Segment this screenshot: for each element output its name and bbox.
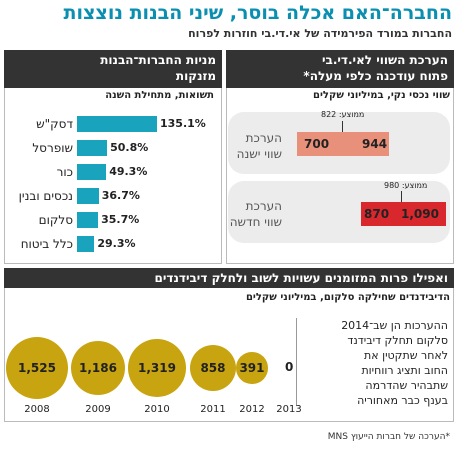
valuation-panel-header: הערכת השווי לאי.די.בי פתוח עודכנה כלפי מ… bbox=[226, 50, 454, 88]
dividends-panel bbox=[4, 268, 454, 422]
new-range-bar bbox=[361, 202, 446, 226]
dividends-caption: הדיבידנדים שחילקה סלקום, במיליוני שקלים bbox=[245, 292, 450, 303]
dividends-note: ההערכות הן שב־2014 סלקום תחלק דיבידנד לאחר… bbox=[298, 318, 448, 408]
bar-value: 49.3% bbox=[109, 165, 148, 178]
old-label-line1: הערכת bbox=[245, 131, 282, 145]
page-subtitle: החברות במורד הפירמידה של אי.די.בי חוזרות… bbox=[188, 27, 452, 40]
bar bbox=[77, 212, 99, 228]
dividend-bubble: 391 bbox=[236, 352, 268, 384]
year-label: 2010 bbox=[144, 404, 170, 415]
note-line: בענף כבר מאחוריה bbox=[357, 394, 448, 407]
dividends-panel-header: ואפילו פרות המזומנים עשויות לשוב ולחלק ד… bbox=[4, 268, 454, 288]
dividend-bubble: 1,186 bbox=[70, 340, 126, 396]
year-label: 2011 bbox=[200, 404, 226, 415]
bar bbox=[77, 164, 107, 180]
note-divider bbox=[296, 318, 297, 406]
old-low-value: 700 bbox=[304, 137, 330, 151]
bar bbox=[77, 140, 108, 156]
bar-label: דסק"ש bbox=[36, 117, 73, 131]
dividend-zero-value: 0 bbox=[285, 360, 294, 374]
bar-label: נכסים ובנין bbox=[18, 189, 73, 203]
old-avg-tick bbox=[342, 121, 343, 132]
returns-title-line2: מזנקות bbox=[175, 69, 216, 83]
bar-label: כלל ביטוח bbox=[20, 237, 73, 251]
new-avg-label: ממוצע: 980 bbox=[384, 181, 428, 190]
valuation-title-line2: פתוח עודכנה כלפי מעלה* bbox=[303, 69, 448, 83]
footnote: *הערכה של חברות הייעוץ MNS bbox=[327, 432, 450, 442]
dividend-bubble: 1,525 bbox=[6, 337, 68, 399]
year-label: 2009 bbox=[85, 404, 111, 415]
bar-label: סלקום bbox=[38, 213, 73, 227]
old-label-line2: שווי ישנה bbox=[236, 147, 282, 161]
bar bbox=[77, 188, 99, 204]
new-low-value: 870 bbox=[364, 207, 390, 221]
old-high-value: 944 bbox=[362, 137, 388, 151]
bar-value: 35.7% bbox=[101, 213, 140, 226]
new-high-value: 1,090 bbox=[401, 207, 439, 221]
year-label: 2013 bbox=[276, 404, 302, 415]
note-line: החוב ותציג רווחיות bbox=[361, 364, 448, 377]
note-line: סלקום תחלק דיבידנד bbox=[347, 334, 448, 347]
bar-label: כור bbox=[56, 165, 73, 179]
note-line: ההערכות הן שב־2014 bbox=[341, 319, 448, 332]
bar-label: שופרסל bbox=[32, 141, 73, 155]
note-line: לאחר שתקטין את bbox=[364, 349, 448, 362]
bar-value: 135.1% bbox=[160, 117, 206, 130]
new-avg-tick bbox=[401, 191, 402, 202]
bar-value: 29.3% bbox=[97, 237, 136, 250]
bar bbox=[77, 236, 95, 252]
old-avg-label: ממוצע: 822 bbox=[321, 110, 365, 119]
returns-title-line1: מניות החברות־הבנות bbox=[100, 53, 216, 67]
year-label: 2012 bbox=[239, 404, 265, 415]
bar-value: 50.8% bbox=[110, 141, 149, 154]
note-line: שתבהיר שהדרמה bbox=[365, 379, 448, 392]
valuation-caption: שווי נכסי נקי, במיליוני שקלים bbox=[313, 90, 450, 101]
page-title: החברה־האם אכלה בוסר, שיני הבנות נוצצות bbox=[63, 2, 452, 24]
new-label-line1: הערכת bbox=[245, 199, 282, 213]
year-label: 2008 bbox=[24, 404, 50, 415]
valuation-title-line1: הערכת השווי לאי.די.בי bbox=[321, 53, 448, 67]
returns-panel-header: מניות החברות־הבנות מזנקות bbox=[4, 50, 222, 88]
dividend-bubble: 858 bbox=[189, 344, 237, 392]
new-label-line2: שווי חדשה bbox=[229, 215, 282, 229]
dividend-bubble: 1,319 bbox=[128, 339, 186, 397]
bar-value: 36.7% bbox=[101, 189, 140, 202]
bar bbox=[77, 116, 157, 132]
old-range-bar bbox=[297, 132, 389, 156]
returns-caption: תשואות, מתחילת השנה bbox=[105, 90, 214, 101]
